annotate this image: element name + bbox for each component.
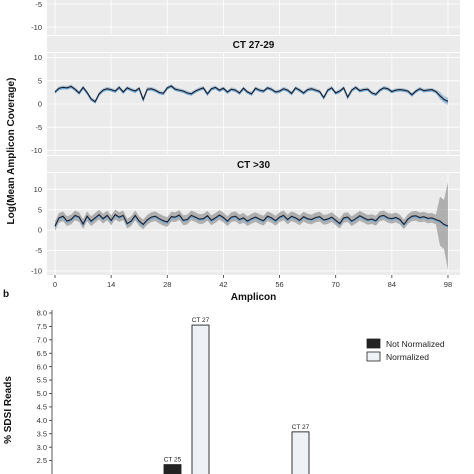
facet-panel-top: -5 -10 [31,0,460,35]
y-tick-label: 6.5 [37,349,47,358]
facet-panel-ct-30: -10 -5 0 5 10 [31,173,460,276]
strip-background [47,36,460,52]
bar-label: CT 27 [192,317,210,324]
y-axis-title-b: % SDSI Reads [3,376,14,444]
y-tick-label: -10 [31,267,42,276]
bar [191,324,210,474]
y-tick-label: 7.0 [37,335,47,344]
x-tick-label: 56 [275,280,283,289]
y-tick-label: 0 [38,226,42,235]
x-axis: 0 14 28 42 56 70 84 98 [53,275,452,289]
x-tick-label: 0 [53,280,57,289]
series-line-secondary [54,86,449,104]
panel-background [47,173,460,275]
y-tick-label: 7.5 [37,322,47,331]
y-tick-label: 8.0 [37,309,47,318]
facet-strip-ct-30: CT >30 [47,156,460,172]
x-tick-label: 14 [107,280,115,289]
series-line [54,85,449,103]
series-line [54,213,449,227]
facet-strip-ct-27-29: CT 27-29 [47,36,460,52]
x-tick-label: 42 [219,280,227,289]
y-tick-label: 5 [38,76,42,85]
x-tick-label: 98 [444,280,452,289]
bar-label: CT 25 [164,457,182,464]
y-axis-title-a: Log(Mean Amplicon Coverage) [6,78,17,225]
x-axis-title: Amplicon [231,292,277,303]
x-tick-label: 70 [332,280,340,289]
y-tick-label: 3.5 [37,429,47,438]
y-tick-label: -5 [35,0,42,9]
y-tick-label: 3.0 [37,443,47,452]
y-tick-label: 6.0 [37,362,47,371]
panel-letter-b: b [3,289,9,300]
legend-swatch-normalized [366,351,381,362]
legend: Not Normalized Normalized [366,338,445,362]
y-tick-label: 0 [38,100,42,109]
legend-label-not-normalized: Not Normalized [386,339,445,349]
y-tick-label: -5 [35,123,42,132]
bar [291,431,310,474]
y-tick-label: -5 [35,246,42,255]
strip-title: CT 27-29 [233,40,275,51]
y-tick-label: 10 [34,185,42,194]
bar [163,464,182,474]
legend-label-normalized: Normalized [386,352,429,362]
strip-background [47,156,460,172]
y-tick-label: 2.5 [37,456,47,465]
y-tick-label: 4.0 [37,416,47,425]
y-tick-label: 5.0 [37,389,47,398]
y-tick-label: -10 [31,146,42,155]
facet-panel-ct-27-29: -10 -5 0 5 10 [31,53,460,155]
series-line-secondary [54,214,449,228]
x-tick-label: 28 [163,280,171,289]
y-tick-label: 4.5 [37,403,47,412]
strip-title: CT >30 [237,160,271,171]
y-tick-label: -10 [31,23,42,32]
legend-swatch-not-normalized [366,338,381,349]
y-tick-label: 5 [38,205,42,214]
y-tick-label: 10 [34,53,42,62]
y-tick-label: 5.5 [37,376,47,385]
gridlines-top [47,0,460,35]
bar-label: CT 27 [292,424,310,431]
panel-background [47,0,460,35]
bar-chart-b: 2.5 3.0 3.5 4.0 4.5 5.0 5.5 6.0 6.5 7.0 7.5 8.0 CT 2… [37,309,310,474]
x-tick-label: 84 [388,280,396,289]
